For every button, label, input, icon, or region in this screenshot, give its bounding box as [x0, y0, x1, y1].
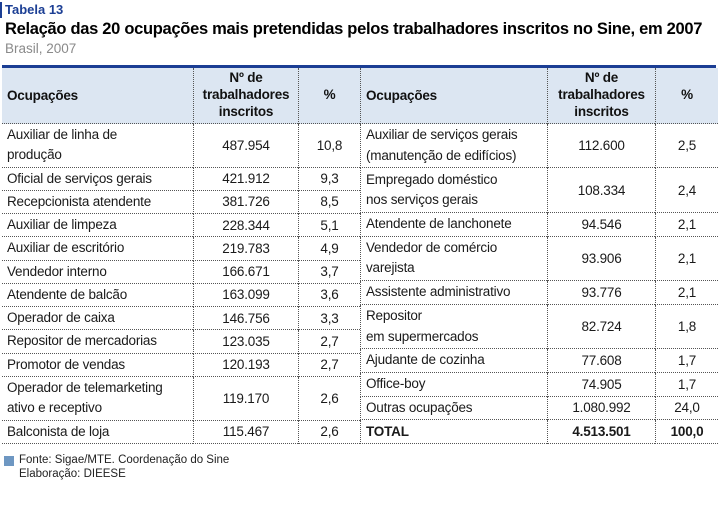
source-bullet-icon: [4, 456, 14, 467]
workers-count-cell: 166.671: [193, 260, 298, 284]
column-header-occupations: Ocupações: [360, 67, 547, 124]
workers-count-cell: 74.905: [547, 372, 655, 397]
occupation-cell: Oficial de serviços gerais: [2, 168, 193, 191]
percent-cell: 2,4: [655, 168, 718, 213]
percent-cell: 1,7: [655, 372, 718, 397]
occupation-cell: Outras ocupações: [360, 396, 547, 421]
workers-count-cell: 381.726: [193, 190, 298, 215]
workers-count-cell: 115.467: [193, 420, 298, 445]
percent-cell: 2,7: [298, 353, 360, 377]
workers-count-cell: 228.344: [193, 214, 298, 238]
occupation-cell: Repositor de mercadorias: [2, 330, 193, 354]
occupation-cell: Operador de telemarketing ativo e recept…: [2, 377, 193, 421]
workers-count-cell: 119.170: [193, 376, 298, 421]
percent-cell: 1,8: [655, 304, 718, 350]
percent-cell: 8,5: [298, 190, 360, 215]
title-block: Tabela 13 Relação das 20 ocupações mais …: [0, 0, 718, 56]
percent-cell: 2,1: [655, 281, 718, 305]
percent-cell: 10,8: [298, 123, 360, 168]
percent-cell: 2,7: [298, 330, 360, 354]
workers-count-cell: 421.912: [193, 167, 298, 191]
occupation-cell: Atendente de balcão: [2, 284, 193, 308]
column-header-occupations: Ocupações: [2, 67, 193, 124]
occupation-cell: Empregado doméstico nos serviços gerais: [360, 168, 547, 213]
percent-cell: 5,1: [298, 214, 360, 238]
column-header-percent: %: [298, 67, 360, 124]
workers-count-cell: 93.906: [547, 236, 655, 282]
workers-count-cell: 77.608: [547, 349, 655, 373]
workers-count-cell: 146.756: [193, 307, 298, 331]
occupation-cell: Auxiliar de limpeza: [2, 214, 193, 238]
source-text: Fonte: Sigae/MTE. Coordenação do Sine El…: [19, 454, 229, 482]
occupation-cell: Assistente administrativo: [360, 281, 547, 305]
workers-count-cell: 1.080.992: [547, 396, 655, 421]
percent-cell: 9,3: [298, 167, 360, 191]
workers-count-cell: 108.334: [547, 168, 655, 213]
percent-cell: 3,7: [298, 260, 360, 284]
source-line: Fonte: Sigae/MTE. Coordenação do Sine: [19, 454, 230, 467]
occupation-cell: Operador de caixa: [2, 307, 193, 331]
page-title: Relação das 20 ocupações mais pretendida…: [5, 19, 703, 38]
occupation-cell: TOTAL: [360, 420, 547, 445]
percent-cell: 2,1: [655, 236, 718, 282]
percent-cell: 3,3: [298, 307, 360, 331]
occupation-cell: Vendedor de comércio varejista: [360, 236, 547, 282]
occupation-cell: Office-boy: [360, 372, 547, 397]
workers-count-cell: 120.193: [193, 353, 298, 377]
page-edge-marker: [0, 2, 2, 18]
percent-cell: 1,7: [655, 349, 718, 373]
occupations-table: Ocupações Nº de trabalhadores inscritos …: [2, 64, 718, 445]
percent-cell: 2,6: [298, 420, 360, 445]
percent-cell: 2,1: [655, 212, 718, 237]
percent-cell: 4,9: [298, 237, 360, 261]
workers-count-cell: 163.099: [193, 283, 298, 308]
percent-cell: 24,0: [655, 396, 718, 421]
workers-count-cell: 82.724: [547, 304, 655, 350]
page-subtitle: Brasil, 2007: [5, 40, 77, 56]
table-right-half: Ocupações Nº de trabalhadores inscritos …: [360, 67, 718, 445]
percent-cell: 3,6: [298, 283, 360, 308]
source-note: Fonte: Sigae/MTE. Coordenação do Sine El…: [4, 454, 718, 482]
table-number-label: Tabela 13: [5, 2, 64, 17]
occupation-cell: Ajudante de cozinha: [360, 349, 547, 373]
workers-count-cell: 4.513.501: [547, 420, 655, 445]
column-header-workers: Nº de trabalhadores inscritos: [193, 67, 298, 124]
occupation-cell: Repositor em supermercados: [360, 304, 547, 350]
workers-count-cell: 94.546: [547, 212, 655, 237]
occupation-cell: Promotor de vendas: [2, 354, 193, 377]
occupation-cell: Vendedor interno: [2, 261, 193, 284]
occupation-cell: Auxiliar de linha de produção: [2, 124, 193, 168]
elaboration-line: Elaboração: DIEESE: [19, 467, 126, 480]
table-left-half: Ocupações Nº de trabalhadores inscritos …: [2, 67, 360, 445]
occupation-cell: Recepcionista atendente: [2, 191, 193, 215]
occupation-cell: Atendente de lanchonete: [360, 212, 547, 237]
column-header-percent: %: [655, 67, 718, 124]
workers-count-cell: 487.954: [193, 123, 298, 168]
occupation-cell: Auxiliar de serviços gerais (manutenção …: [360, 124, 547, 169]
workers-count-cell: 112.600: [547, 124, 655, 169]
percent-cell: 2,6: [298, 376, 360, 421]
workers-count-cell: 93.776: [547, 281, 655, 305]
percent-cell: 2,5: [655, 124, 718, 169]
percent-cell: 100,0: [655, 420, 718, 445]
occupation-cell: Balconista de loja: [2, 421, 193, 445]
occupation-cell: Auxiliar de escritório: [2, 237, 193, 261]
workers-count-cell: 123.035: [193, 330, 298, 354]
workers-count-cell: 219.783: [193, 237, 298, 261]
column-header-workers: Nº de trabalhadores inscritos: [547, 67, 655, 124]
